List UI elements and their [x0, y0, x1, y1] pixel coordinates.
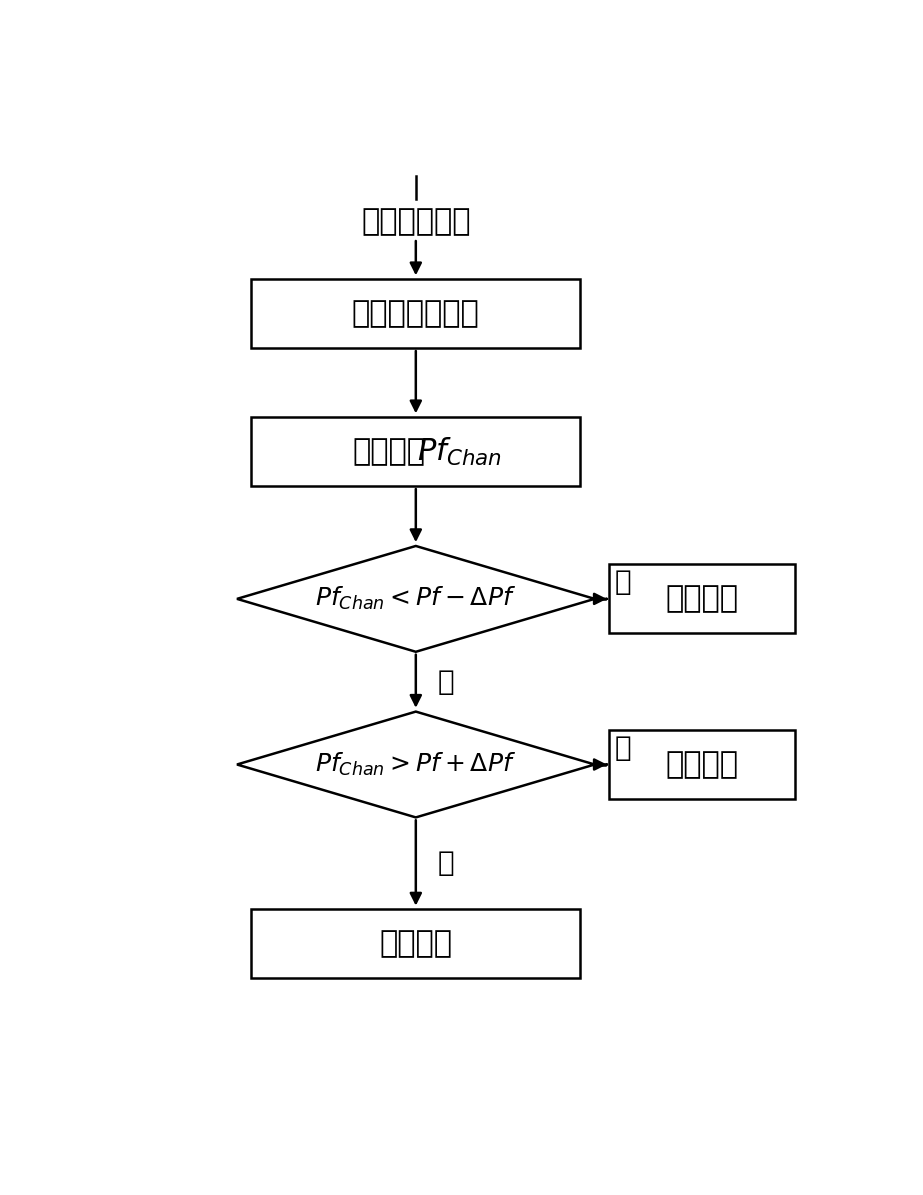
Text: 否: 否	[438, 668, 454, 695]
Bar	[609, 564, 795, 633]
Text: 是: 是	[615, 734, 631, 762]
Text: $Pf_{Chan}>Pf+\Delta Pf$: $Pf_{Chan}>Pf+\Delta Pf$	[316, 750, 516, 778]
Polygon shape	[237, 711, 594, 817]
Text: 统计过门限点数: 统计过门限点数	[352, 299, 480, 329]
Text: $Pf_{Chan}$: $Pf_{Chan}$	[417, 436, 502, 467]
Polygon shape	[237, 546, 594, 651]
Text: $Pf_{Chan}<Pf-\Delta Pf$: $Pf_{Chan}<Pf-\Delta Pf$	[316, 586, 516, 613]
Text: 否: 否	[438, 850, 454, 877]
Bar	[609, 730, 795, 799]
Text: 是: 是	[615, 569, 631, 596]
Text: 降低门限: 降低门限	[665, 584, 738, 613]
Text: 通道检测结果: 通道检测结果	[361, 207, 471, 237]
Bar	[251, 909, 581, 979]
Bar	[251, 280, 581, 348]
Text: 升高门限: 升高门限	[665, 750, 738, 779]
Text: 门限不变: 门限不变	[379, 930, 452, 958]
Bar	[251, 417, 581, 486]
Text: 计算虚警: 计算虚警	[353, 437, 426, 466]
